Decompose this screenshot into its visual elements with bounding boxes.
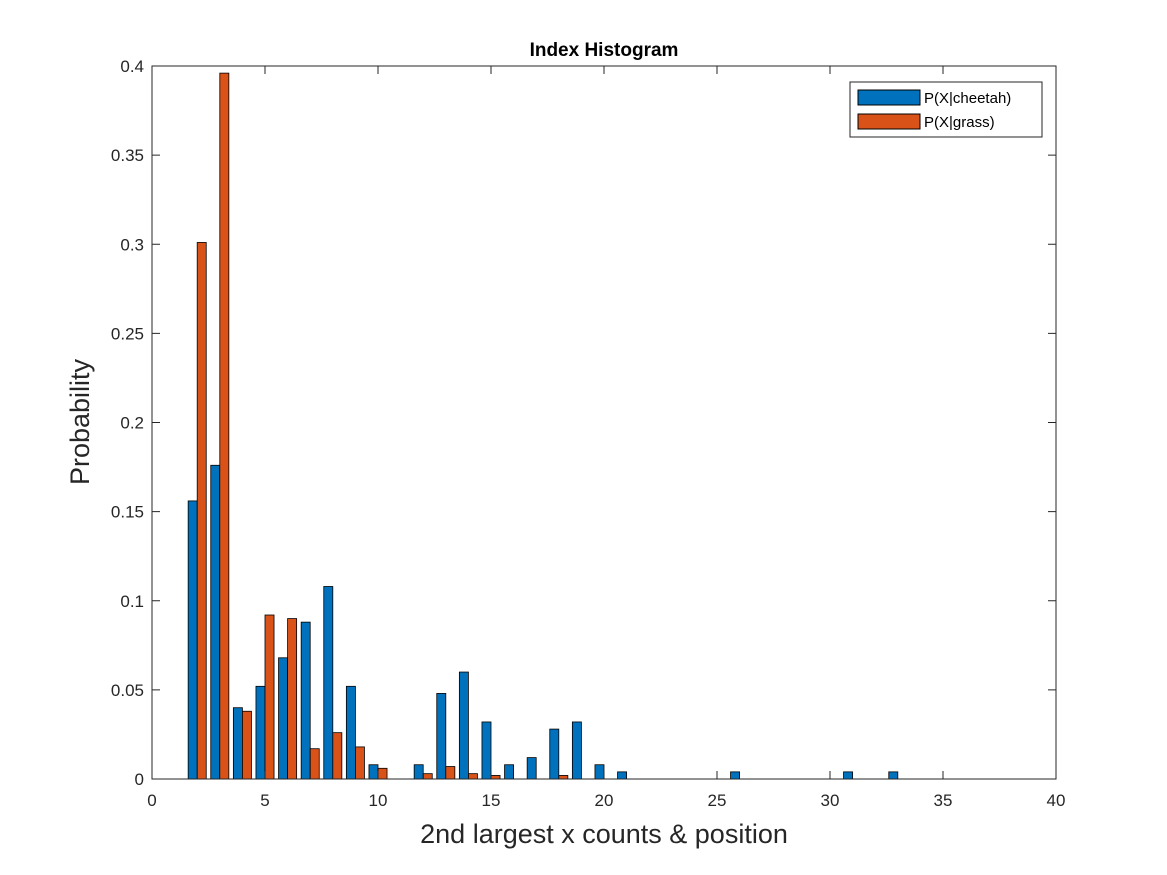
y-tick-label: 0.25 [111,324,144,343]
bar-pxgrass [377,767,388,780]
bar-pxgrass [241,710,252,780]
x-tick-label: 0 [147,791,156,810]
bar-pxgrass [490,775,501,780]
bar-pxgrass [309,748,320,780]
bar-pxcheetah [571,721,582,780]
y-tick-label: 0 [135,770,144,789]
bar-pxcheetah [730,771,740,780]
legend-swatch-grass [857,113,921,130]
legend-label-cheetah: P(X|cheetah) [924,90,1011,107]
y-axis-label: Probability [65,358,95,485]
bar-pxgrass [467,773,478,780]
bar-pxcheetah [278,657,288,780]
x-tick-label: 20 [595,791,614,810]
bars-group [187,72,899,780]
bar-pxcheetah [617,771,627,780]
bar-pxcheetah [458,671,469,780]
bar-pxcheetah [888,771,899,780]
x-tick-label: 5 [260,791,269,810]
legend-swatch-cheetah [857,89,921,106]
bar-pxgrass [196,242,207,780]
bar-pxcheetah [436,693,447,780]
x-tick-label: 40 [1047,791,1066,810]
bar-pxcheetah [481,721,492,780]
bar-pxgrass [422,773,433,780]
bar-pxcheetah [210,464,221,780]
bar-pxcheetah [843,771,853,780]
bar-pxgrass [287,618,298,780]
y-tick-label: 0.05 [111,681,144,700]
bar-pxgrass [219,72,230,780]
x-tick-label: 10 [369,791,388,810]
ticks-group: 0 5 10 15 20 25 30 35 40 0 0.05 0.1 0.15 0.2 0.25 0.3 0.… [111,57,1066,810]
y-tick-label: 0.35 [111,146,144,165]
bar-pxcheetah [323,586,334,780]
y-tick-label: 0.15 [111,503,144,522]
bar-pxcheetah [504,764,514,780]
axes-box [151,65,1057,780]
x-tick-label: 25 [708,791,727,810]
y-tick-label: 0.4 [120,57,144,76]
bar-pxcheetah [255,685,266,780]
x-axis-label: 2nd largest x counts & position [420,819,788,849]
legend-label-grass: P(X|grass) [924,114,995,131]
x-tick-label: 15 [482,791,501,810]
chart-title: Index Histogram [530,40,679,61]
bar-pxcheetah [368,764,379,780]
bar-pxcheetah [300,621,311,780]
bar-pxgrass [264,614,275,780]
bar-pxgrass [354,746,365,780]
bar-pxcheetah [413,764,424,780]
bar-pxcheetah [549,728,560,780]
bar-pxcheetah [594,764,605,780]
y-tick-label: 0.1 [120,592,144,611]
bar-pxcheetah [187,500,198,780]
bar-pxcheetah [232,707,243,780]
bar-pxgrass [445,766,456,780]
x-tick-label: 30 [821,791,840,810]
x-tick-label: 35 [934,791,953,810]
y-tick-label: 0.3 [120,235,144,254]
bar-pxgrass [332,732,343,780]
bar-pxgrass [558,775,569,780]
y-tick-label: 0.2 [120,414,144,433]
bar-pxcheetah [345,685,356,780]
bar-pxcheetah [526,757,537,780]
legend: P(X|cheetah) P(X|grass) [849,81,1043,138]
